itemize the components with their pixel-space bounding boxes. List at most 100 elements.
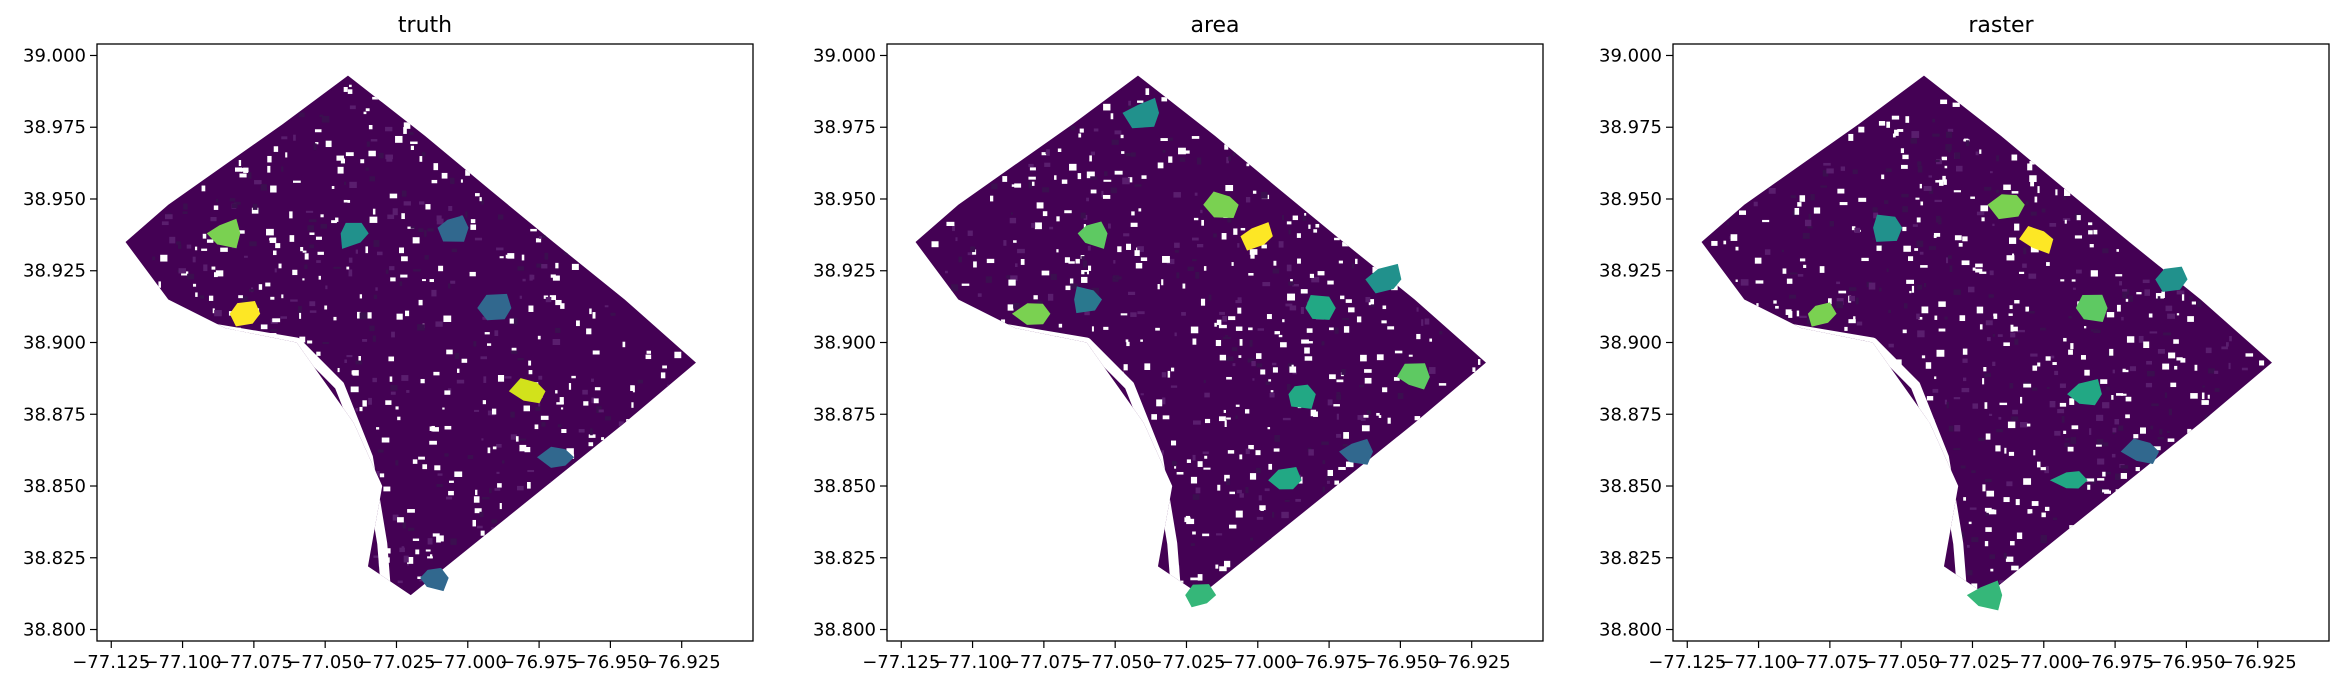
x-tick-label: −76.975 bbox=[500, 652, 578, 673]
y-tick-label: 38.825 bbox=[23, 548, 86, 569]
highlight-region bbox=[1240, 222, 1273, 251]
map-outline bbox=[915, 75, 1486, 596]
highlight-region bbox=[2019, 226, 2054, 254]
x-tick-label: −77.125 bbox=[72, 652, 150, 673]
highlight-region bbox=[2075, 294, 2108, 322]
x-tick-label: −77.025 bbox=[1933, 652, 2011, 673]
x-tick-label: −77.075 bbox=[1791, 652, 1869, 673]
map-area bbox=[1701, 75, 2272, 611]
y-tick-label: 38.900 bbox=[1599, 333, 1662, 354]
highlight-region bbox=[2067, 379, 2102, 406]
axis-ticks: −77.125−77.100−77.075−77.050−77.025−77.0… bbox=[813, 45, 1511, 673]
map-outline bbox=[125, 75, 696, 596]
y-tick-label: 38.950 bbox=[1599, 189, 1662, 210]
highlight-region bbox=[1339, 438, 1374, 465]
x-tick-label: −76.975 bbox=[2076, 652, 2154, 673]
x-tick-label: −77.100 bbox=[1720, 652, 1798, 673]
y-tick-label: 38.925 bbox=[23, 261, 86, 282]
highlight-region bbox=[1305, 294, 1336, 320]
x-tick-label: −76.950 bbox=[571, 652, 649, 673]
x-tick-label: −77.050 bbox=[286, 652, 364, 673]
y-tick-label: 38.950 bbox=[813, 189, 876, 210]
highlight-region bbox=[2155, 266, 2188, 292]
panel-raster: raster −77.125−77.100−77.075−77.050−77.0… bbox=[1599, 13, 2330, 673]
x-tick-label: −77.050 bbox=[1862, 652, 1940, 673]
x-tick-label: −77.050 bbox=[1076, 652, 1154, 673]
highlight-region bbox=[536, 446, 575, 468]
x-tick-label: −77.025 bbox=[1147, 652, 1225, 673]
highlight-region bbox=[477, 293, 512, 321]
y-tick-label: 38.800 bbox=[1599, 620, 1662, 641]
y-tick-label: 39.000 bbox=[23, 45, 86, 66]
x-tick-label: −77.100 bbox=[144, 652, 222, 673]
y-tick-label: 38.850 bbox=[1599, 476, 1662, 497]
chart-title: truth bbox=[398, 13, 452, 38]
x-tick-label: −77.000 bbox=[2005, 652, 2083, 673]
highlight-region bbox=[1365, 263, 1402, 294]
x-tick-label: −77.075 bbox=[1005, 652, 1083, 673]
highlight-region bbox=[1396, 363, 1430, 390]
y-tick-label: 38.950 bbox=[23, 189, 86, 210]
chart-title: raster bbox=[1968, 13, 2034, 38]
x-tick-label: −77.125 bbox=[1648, 652, 1726, 673]
highlight-region bbox=[1268, 467, 1302, 490]
y-tick-label: 38.925 bbox=[813, 261, 876, 282]
axis-ticks: −77.125−77.100−77.075−77.050−77.025−77.0… bbox=[1599, 45, 2297, 673]
y-tick-label: 38.875 bbox=[813, 404, 876, 425]
highlight-region bbox=[2049, 471, 2088, 489]
y-tick-label: 38.875 bbox=[23, 404, 86, 425]
highlight-region bbox=[206, 218, 241, 249]
highlight-region bbox=[340, 222, 369, 249]
x-tick-label: −77.000 bbox=[1219, 652, 1297, 673]
highlight-region bbox=[1807, 302, 1837, 327]
map-area bbox=[915, 75, 1486, 608]
highlight-region bbox=[1077, 221, 1108, 249]
y-tick-label: 38.800 bbox=[23, 620, 86, 641]
y-tick-label: 38.975 bbox=[1599, 117, 1662, 138]
x-tick-label: −77.025 bbox=[357, 652, 435, 673]
x-tick-label: −77.125 bbox=[862, 652, 940, 673]
y-tick-label: 38.825 bbox=[1599, 548, 1662, 569]
x-tick-label: −77.000 bbox=[429, 652, 507, 673]
highlight-region bbox=[508, 378, 546, 404]
highlight-region bbox=[1185, 584, 1217, 608]
y-tick-label: 38.900 bbox=[23, 333, 86, 354]
highlight-region bbox=[1288, 384, 1316, 409]
y-tick-label: 38.975 bbox=[23, 117, 86, 138]
highlight-region bbox=[2120, 438, 2160, 465]
y-tick-label: 38.800 bbox=[813, 620, 876, 641]
highlight-region bbox=[1987, 194, 2025, 220]
highlight-region bbox=[420, 567, 449, 592]
y-tick-label: 38.900 bbox=[813, 333, 876, 354]
panel-truth: truth −77.125−77.100−77.075−77.050−77.02… bbox=[23, 13, 754, 673]
y-tick-label: 38.850 bbox=[23, 476, 86, 497]
map-area bbox=[125, 75, 696, 596]
y-tick-label: 38.875 bbox=[1599, 404, 1662, 425]
x-tick-label: −77.075 bbox=[215, 652, 293, 673]
axis-ticks: −77.125−77.100−77.075−77.050−77.025−77.0… bbox=[23, 45, 721, 673]
highlight-region bbox=[1011, 303, 1051, 325]
y-tick-label: 38.850 bbox=[813, 476, 876, 497]
highlight-region bbox=[1074, 286, 1103, 314]
x-tick-label: −76.975 bbox=[1290, 652, 1368, 673]
y-tick-label: 38.925 bbox=[1599, 261, 1662, 282]
y-tick-label: 39.000 bbox=[1599, 45, 1662, 66]
x-tick-label: −76.925 bbox=[2219, 652, 2297, 673]
highlight-region bbox=[1873, 214, 1903, 242]
y-tick-label: 38.825 bbox=[813, 548, 876, 569]
x-tick-label: −76.950 bbox=[2147, 652, 2225, 673]
x-tick-label: −76.925 bbox=[643, 652, 721, 673]
y-tick-label: 38.975 bbox=[813, 117, 876, 138]
highlight-region bbox=[1122, 97, 1160, 129]
map-outline bbox=[1701, 75, 2272, 596]
highlight-region bbox=[229, 300, 261, 327]
highlight-region bbox=[437, 215, 469, 242]
chart-title: area bbox=[1190, 13, 1239, 38]
highlight-region bbox=[1203, 191, 1239, 219]
x-tick-label: −76.925 bbox=[1433, 652, 1511, 673]
panel-area: area −77.125−77.100−77.075−77.050−77.025… bbox=[813, 13, 1544, 673]
x-tick-label: −76.950 bbox=[1361, 652, 1439, 673]
highlight-region bbox=[1966, 580, 2003, 611]
y-tick-label: 39.000 bbox=[813, 45, 876, 66]
